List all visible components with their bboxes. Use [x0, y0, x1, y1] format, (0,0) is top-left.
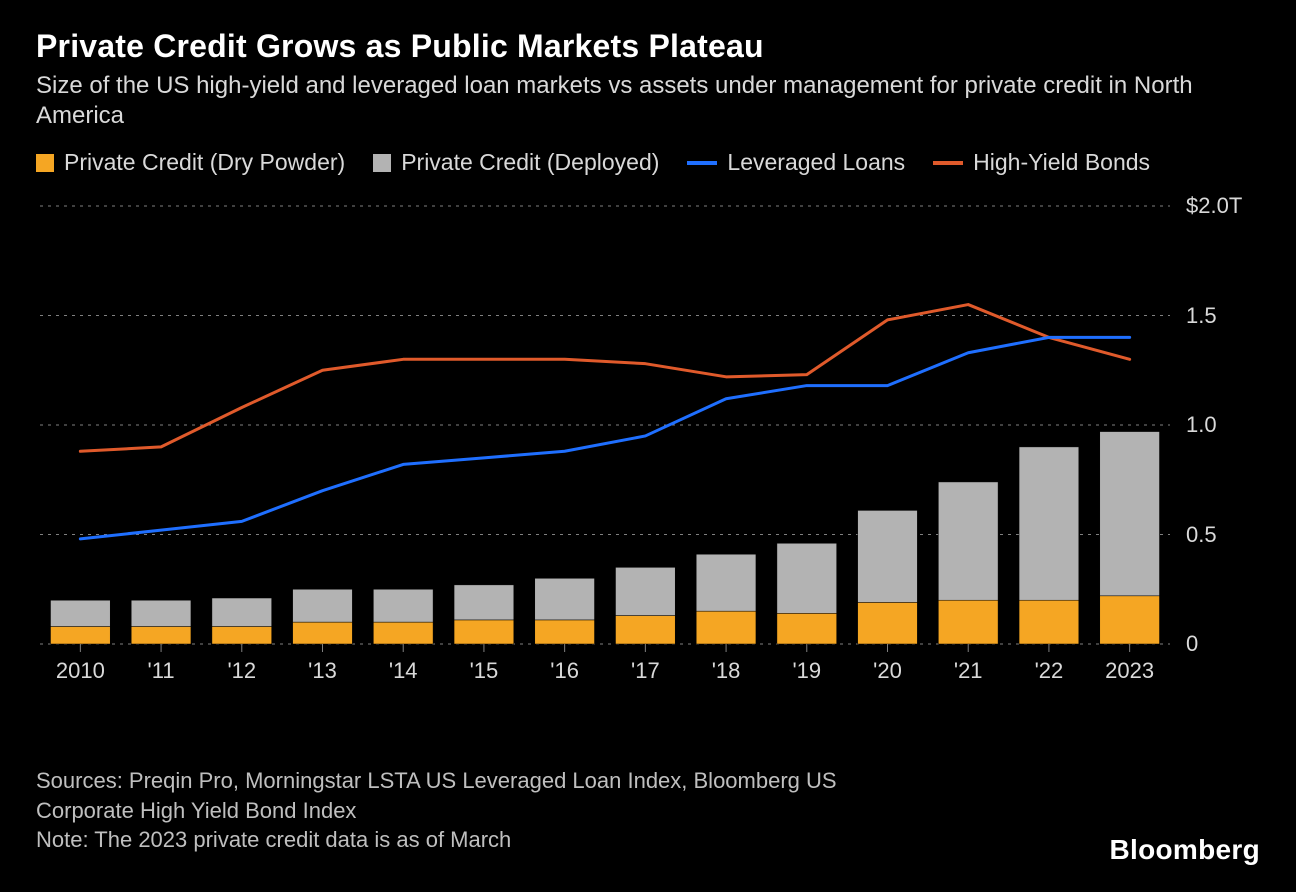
x-axis-label: '16: [550, 658, 579, 684]
x-axis-label: '14: [389, 658, 418, 684]
y-axis-label: $2.0T: [1186, 193, 1242, 219]
chart-area: $2.0T 1.5 1.0 0.5 0 2010 '11 '12 '13 '14 '15 '16 '17…: [36, 186, 1260, 706]
swatch-deployed-icon: [373, 154, 391, 172]
chart-svg: [36, 186, 1260, 706]
legend-label: Leveraged Loans: [727, 149, 905, 176]
x-axis-label: '18: [712, 658, 741, 684]
x-axis-label: '15: [470, 658, 499, 684]
legend: Private Credit (Dry Powder) Private Cred…: [36, 149, 1260, 176]
legend-item-deployed: Private Credit (Deployed): [373, 149, 659, 176]
x-axis-label: '13: [308, 658, 337, 684]
x-axis-label: 2010: [56, 658, 105, 684]
footer-line: Note: The 2023 private credit data is as…: [36, 825, 936, 855]
y-axis-label: 1.0: [1186, 412, 1217, 438]
legend-item-hy: High-Yield Bonds: [933, 149, 1150, 176]
brand-logo: Bloomberg: [1110, 834, 1260, 866]
legend-label: Private Credit (Deployed): [401, 149, 659, 176]
x-axis-label: '12: [227, 658, 256, 684]
footer-line: Sources: Preqin Pro, Morningstar LSTA US…: [36, 766, 936, 796]
footer-line: Corporate High Yield Bond Index: [36, 796, 936, 826]
swatch-hy-icon: [933, 161, 963, 165]
x-axis-label: '20: [873, 658, 902, 684]
y-axis-label: 1.5: [1186, 303, 1217, 329]
y-axis-label: 0: [1186, 631, 1198, 657]
x-axis-label: 2023: [1105, 658, 1154, 684]
x-axis-label: '17: [631, 658, 660, 684]
y-axis-label: 0.5: [1186, 522, 1217, 548]
swatch-dry-icon: [36, 154, 54, 172]
legend-label: High-Yield Bonds: [973, 149, 1150, 176]
x-axis-label: '11: [148, 658, 175, 684]
x-axis-label: '19: [792, 658, 821, 684]
swatch-lev-icon: [687, 161, 717, 165]
x-axis-label: '22: [1035, 658, 1064, 684]
chart-subtitle: Size of the US high-yield and leveraged …: [36, 71, 1216, 131]
legend-item-lev: Leveraged Loans: [687, 149, 905, 176]
legend-label: Private Credit (Dry Powder): [64, 149, 345, 176]
x-axis-label: '21: [954, 658, 983, 684]
legend-item-dry: Private Credit (Dry Powder): [36, 149, 345, 176]
chart-footer: Sources: Preqin Pro, Morningstar LSTA US…: [36, 766, 936, 855]
chart-title: Private Credit Grows as Public Markets P…: [36, 28, 1260, 65]
